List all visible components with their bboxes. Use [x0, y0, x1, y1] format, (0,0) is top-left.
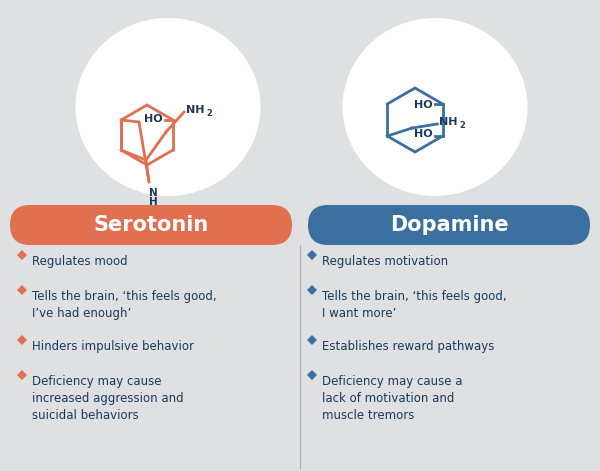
Polygon shape [17, 370, 27, 380]
Text: HO: HO [145, 114, 163, 124]
Ellipse shape [343, 18, 527, 196]
Text: Dopamine: Dopamine [389, 215, 508, 235]
FancyBboxPatch shape [308, 205, 590, 245]
Text: 2: 2 [206, 108, 212, 117]
Polygon shape [17, 250, 27, 260]
Text: Deficiency may cause
increased aggression and
suicidal behaviors: Deficiency may cause increased aggressio… [32, 375, 184, 422]
Ellipse shape [76, 18, 260, 196]
Polygon shape [307, 335, 317, 345]
Polygon shape [17, 285, 27, 295]
Text: Hinders impulsive behavior: Hinders impulsive behavior [32, 340, 194, 353]
Polygon shape [17, 335, 27, 345]
Text: Regulates mood: Regulates mood [32, 255, 128, 268]
Polygon shape [307, 370, 317, 380]
Text: Serotonin: Serotonin [94, 215, 209, 235]
Text: Tells the brain, ‘this feels good,
I want more’: Tells the brain, ‘this feels good, I wan… [322, 290, 506, 320]
Text: HO: HO [414, 129, 433, 139]
Text: HO: HO [414, 100, 433, 110]
Text: NH: NH [439, 117, 458, 127]
Text: N
H: N H [149, 188, 157, 207]
FancyBboxPatch shape [10, 205, 292, 245]
Polygon shape [307, 250, 317, 260]
Text: Establishes reward pathways: Establishes reward pathways [322, 340, 494, 353]
Polygon shape [307, 285, 317, 295]
Text: NH: NH [186, 105, 205, 115]
Text: Deficiency may cause a
lack of motivation and
muscle tremors: Deficiency may cause a lack of motivatio… [322, 375, 463, 422]
Text: Regulates motivation: Regulates motivation [322, 255, 448, 268]
Text: 2: 2 [459, 121, 465, 130]
Text: Tells the brain, ‘this feels good,
I’ve had enough’: Tells the brain, ‘this feels good, I’ve … [32, 290, 217, 320]
